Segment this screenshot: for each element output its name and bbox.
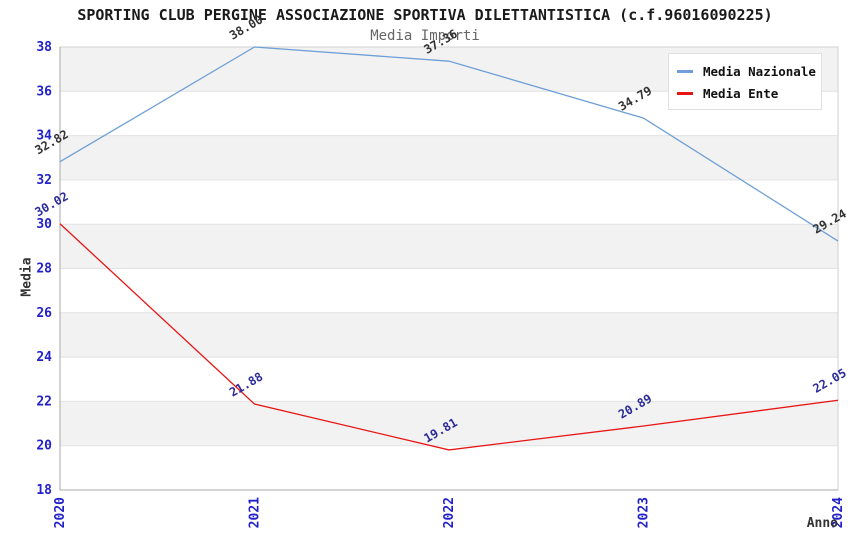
point-label: 38.00 xyxy=(227,12,265,42)
plot-band xyxy=(60,135,838,180)
plot-band xyxy=(60,357,838,402)
legend-item: Media Nazionale xyxy=(677,60,816,82)
x-tick-label: 2023 xyxy=(637,497,652,528)
y-tick-label: 18 xyxy=(36,483,52,498)
chart-title: SPORTING CLUB PERGINE ASSOCIAZIONE SPORT… xyxy=(77,6,773,24)
chart-subtitle: Media Importi xyxy=(370,28,480,44)
x-tick-label: 2021 xyxy=(248,497,263,528)
plot-band xyxy=(60,445,838,490)
x-tick-label: 2024 xyxy=(831,497,846,528)
y-tick-label: 24 xyxy=(36,350,52,365)
x-tick-label: 2020 xyxy=(53,497,68,528)
x-axis-label: Anno xyxy=(806,516,838,531)
series-line xyxy=(59,46,839,242)
plot-band xyxy=(60,268,838,313)
legend: Media Nazionale Media Ente xyxy=(668,53,822,110)
y-tick-label: 32 xyxy=(36,173,52,188)
y-tick-label: 20 xyxy=(36,439,52,454)
legend-label: Media Ente xyxy=(703,85,779,101)
plot-band xyxy=(60,312,838,358)
series-line xyxy=(59,223,839,451)
y-tick-label: 28 xyxy=(36,262,52,277)
y-axis-label: Media xyxy=(19,257,35,297)
y-tick-label: 38 xyxy=(36,40,52,55)
legend-line-swatch xyxy=(677,91,693,95)
x-tick-label: 2022 xyxy=(442,497,457,528)
plot-band xyxy=(60,224,838,269)
y-tick-label: 22 xyxy=(36,394,52,409)
y-tick-label: 36 xyxy=(36,84,52,99)
y-tick-label: 30 xyxy=(36,217,52,232)
legend-line-swatch xyxy=(677,69,693,73)
y-tick-label: 26 xyxy=(36,306,52,321)
plot-band xyxy=(60,179,838,225)
legend-label: Media Nazionale xyxy=(703,63,816,79)
plot-band xyxy=(60,401,838,446)
legend-item: Media Ente xyxy=(677,82,813,104)
y-tick-label: 34 xyxy=(36,129,52,144)
